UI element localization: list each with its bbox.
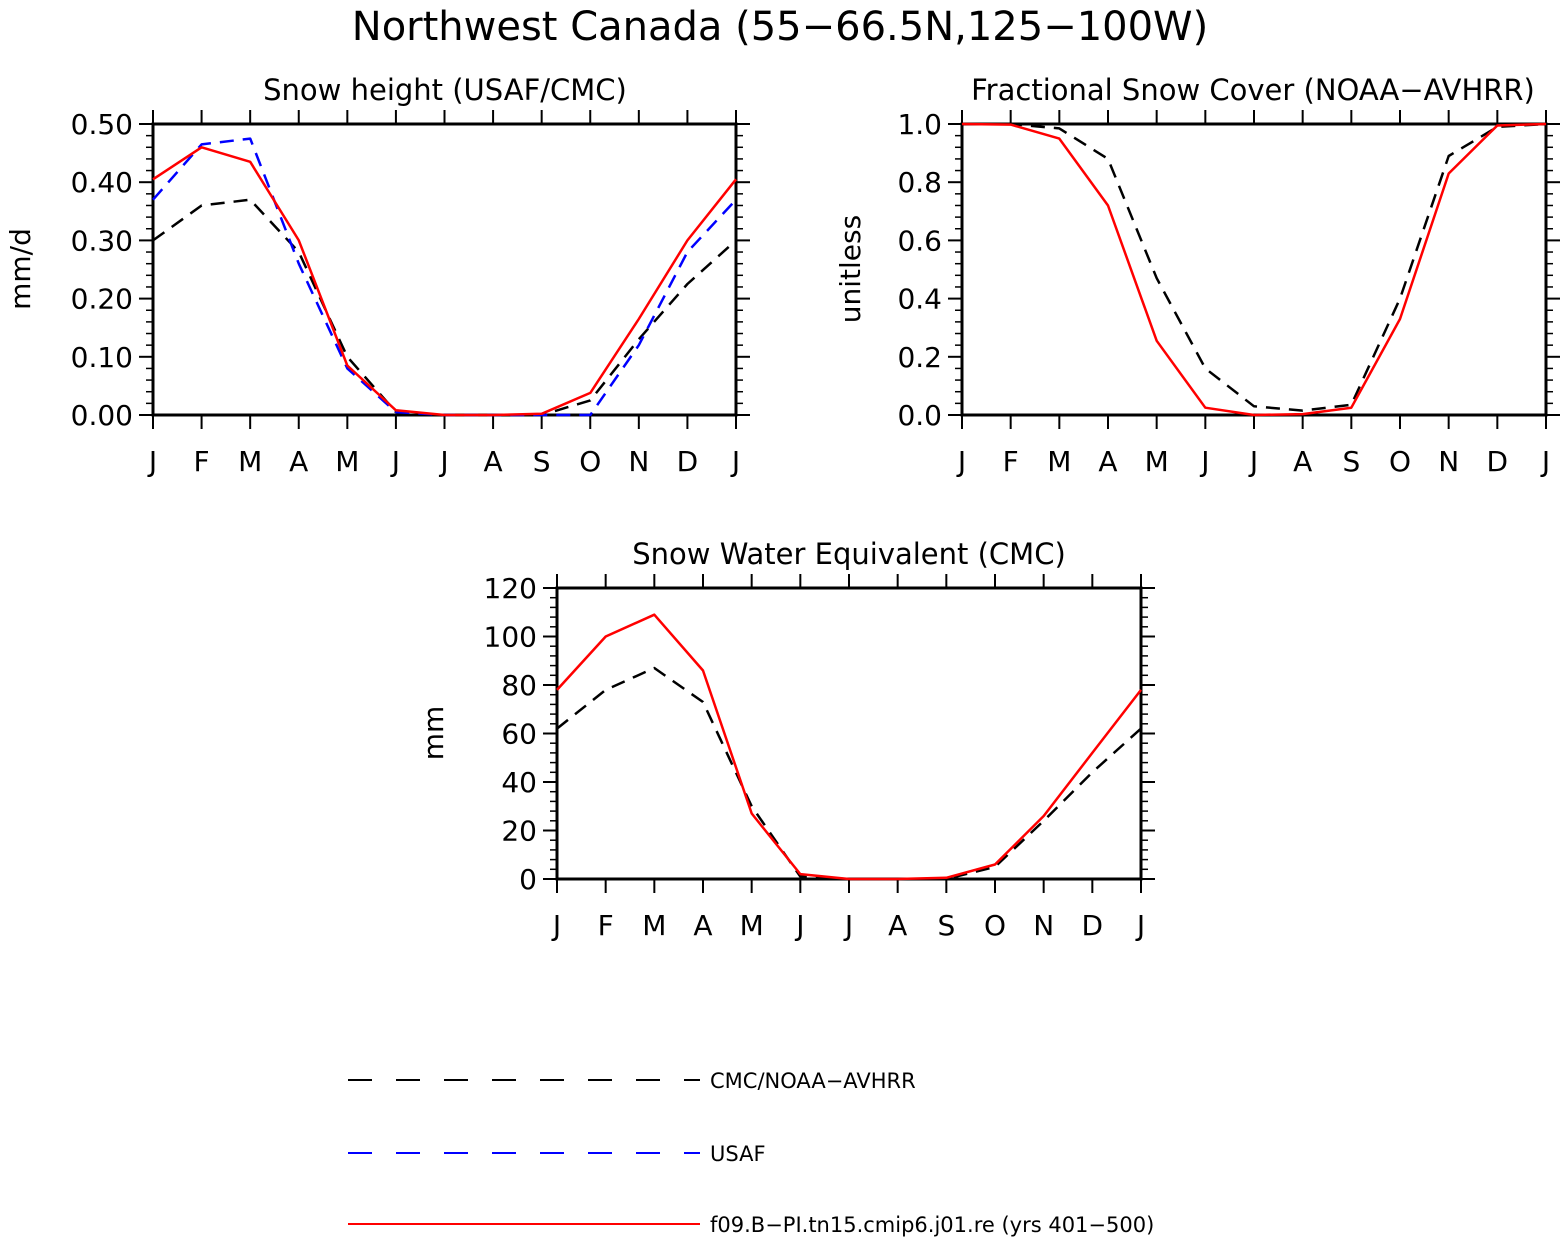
y-tick-label: 0.0 — [897, 399, 942, 432]
series-line-cmc — [962, 122, 1547, 412]
y-tick-label: 60 — [501, 718, 537, 751]
y-tick-label: 0.40 — [71, 166, 133, 199]
series-line-cmc — [152, 198, 737, 417]
y-axis-label: mm/d — [4, 228, 37, 310]
y-tick-label: 100 — [484, 621, 537, 654]
series-line-usaf — [152, 137, 737, 417]
x-tick-label: D — [1487, 445, 1509, 478]
figure-title: Northwest Canada (55−66.5N,125−100W) — [352, 4, 1208, 50]
x-tick-label: J — [1248, 445, 1258, 478]
y-tick-label: 40 — [501, 766, 537, 799]
x-tick-label: M — [1145, 445, 1169, 478]
x-tick-label: M — [1047, 445, 1071, 478]
x-tick-label: D — [1082, 909, 1104, 942]
x-tick-label: J — [390, 445, 400, 478]
x-tick-label: N — [1438, 445, 1459, 478]
x-tick-label: M — [740, 909, 764, 942]
series-line-cmc — [556, 666, 1142, 881]
x-tick-label: J — [147, 445, 157, 478]
plot-frame — [555, 586, 1143, 881]
y-tick-label: 120 — [484, 572, 537, 605]
x-tick-label: O — [579, 445, 601, 478]
x-tick-label: F — [194, 445, 210, 478]
x-tick-label: M — [335, 445, 359, 478]
series-line-model — [556, 613, 1142, 881]
y-tick-label: 0.30 — [71, 224, 133, 257]
panel-title: Snow Water Equivalent (CMC) — [632, 537, 1066, 571]
x-tick-label: F — [1003, 445, 1019, 478]
y-tick-label: 0.00 — [71, 399, 133, 432]
panel-title: Fractional Snow Cover (NOAA−AVHRR) — [971, 73, 1535, 107]
legend-label-usaf: USAF — [710, 1142, 766, 1166]
x-tick-label: M — [238, 445, 262, 478]
panel-title: Snow height (USAF/CMC) — [263, 73, 627, 107]
x-tick-label: F — [598, 909, 614, 942]
y-tick-label: 0.4 — [897, 283, 942, 316]
x-tick-label: O — [1389, 445, 1411, 478]
x-tick-label: A — [693, 909, 712, 942]
y-tick-label: 20 — [501, 815, 537, 848]
x-tick-label: A — [289, 445, 308, 478]
y-tick-label: 0 — [519, 863, 537, 896]
panel-fractional-snow-cover: Fractional Snow Cover (NOAA−AVHRR) unitl… — [834, 73, 1560, 478]
x-tick-label: N — [1033, 909, 1054, 942]
x-tick-label: A — [1293, 445, 1312, 478]
series-line-model — [152, 146, 737, 417]
x-tick-label: A — [484, 445, 503, 478]
y-tick-label: 80 — [501, 669, 537, 702]
x-tick-label: O — [984, 909, 1006, 942]
y-tick-label: 0.20 — [71, 283, 133, 316]
x-tick-label: A — [1098, 445, 1117, 478]
x-tick-label: J — [1199, 445, 1209, 478]
y-tick-label: 0.2 — [897, 341, 942, 374]
x-tick-label: J — [1540, 445, 1550, 478]
legend-label-model: f09.B−PI.tn15.cmip6.j01.re (yrs 401−500) — [710, 1213, 1154, 1237]
x-tick-label: J — [1135, 909, 1145, 942]
plot-frame — [151, 122, 738, 417]
y-axis-label: unitless — [834, 215, 867, 323]
series-line-model — [961, 122, 1547, 417]
x-tick-label: M — [642, 909, 666, 942]
x-tick-label: J — [438, 445, 448, 478]
y-tick-label: 0.8 — [897, 166, 942, 199]
x-tick-label: A — [888, 909, 907, 942]
x-tick-label: S — [937, 909, 955, 942]
legend-label-cmc: CMC/NOAA−AVHRR — [710, 1069, 916, 1093]
y-tick-label: 0.6 — [897, 224, 942, 257]
x-tick-label: J — [730, 445, 740, 478]
legend: CMC/NOAA−AVHRR USAF f09.B−PI.tn15.cmip6.… — [348, 1069, 1154, 1237]
x-tick-label: J — [794, 909, 804, 942]
y-axis-label: mm — [417, 706, 450, 761]
x-tick-label: J — [956, 445, 966, 478]
y-tick-label: 0.10 — [71, 341, 133, 374]
x-tick-label: J — [551, 909, 561, 942]
y-tick-label: 1.0 — [897, 108, 942, 141]
y-tick-label: 0.50 — [71, 108, 133, 141]
x-tick-label: N — [628, 445, 649, 478]
x-tick-label: J — [843, 909, 853, 942]
x-tick-label: D — [677, 445, 699, 478]
plot-frame — [960, 122, 1548, 417]
x-tick-label: S — [533, 445, 551, 478]
x-tick-label: S — [1342, 445, 1360, 478]
